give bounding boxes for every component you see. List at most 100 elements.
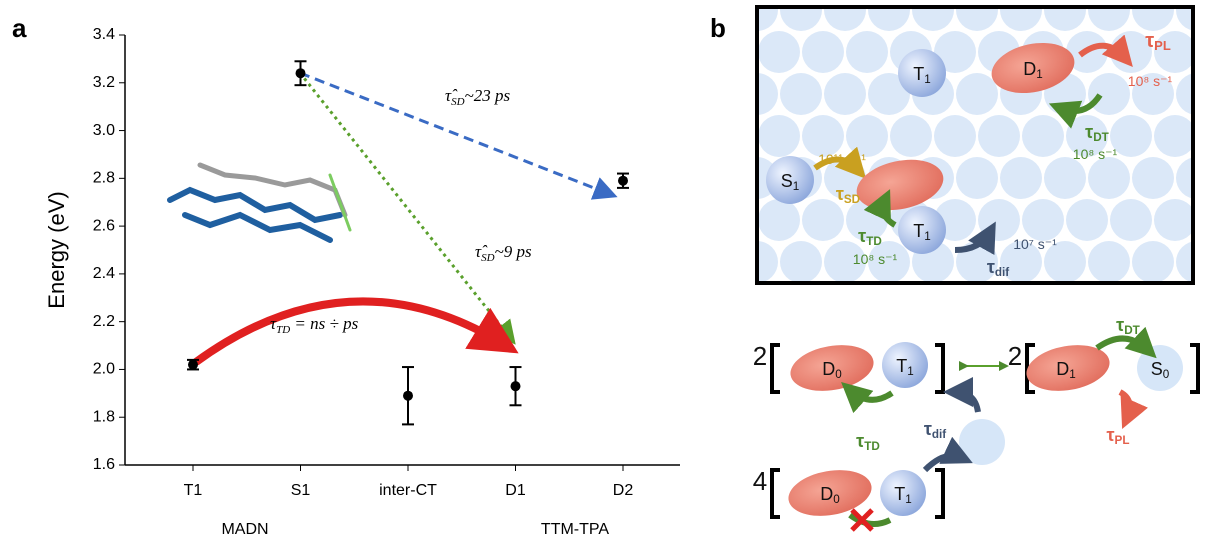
label-sub: dif <box>995 266 1009 279</box>
arrow-sd-d2 <box>300 73 612 195</box>
label-main: 10⁸ s⁻¹ <box>853 251 898 267</box>
lattice-site <box>1000 157 1042 199</box>
group-label: TTM-TPA <box>541 521 609 538</box>
label-sub: 0 <box>835 368 842 381</box>
diagram-label: 10⁸ s⁻¹ <box>1073 146 1118 162</box>
lattice-site <box>1022 199 1064 241</box>
lattice-site <box>978 115 1020 157</box>
lattice-site <box>758 199 800 241</box>
label-main: τ <box>856 431 864 451</box>
label-sub: 1 <box>1036 68 1043 81</box>
lattice-site <box>1198 31 1210 73</box>
annotation-text: ~9 ps <box>495 242 532 261</box>
lattice-site <box>956 73 998 115</box>
label-main: 10¹¹ s⁻¹ <box>818 151 866 167</box>
label-main: T <box>913 221 924 241</box>
label-sub: 1 <box>907 365 914 378</box>
label-main: τ <box>1107 425 1115 445</box>
label-sub: 1 <box>924 230 931 243</box>
lattice-site <box>1066 199 1108 241</box>
y-tick-label: 3.0 <box>93 122 115 139</box>
x-tick-label: D2 <box>613 482 634 499</box>
lattice-site <box>1198 115 1210 157</box>
label-sub: PL <box>1115 434 1130 447</box>
label-main: τ <box>1116 315 1124 335</box>
lattice-site <box>780 241 822 283</box>
annotation-sub: TD <box>276 324 290 336</box>
label-main: T <box>894 484 905 504</box>
label-main: τ <box>924 419 932 439</box>
point <box>511 381 521 391</box>
lattice-site <box>934 115 976 157</box>
diagram-label: 2 <box>753 341 767 371</box>
y-tick-label: 2.8 <box>93 170 115 187</box>
label-main: 10⁷ s⁻¹ <box>1013 236 1057 252</box>
label-main: S <box>1151 359 1163 379</box>
lattice-site <box>1132 241 1174 283</box>
label-sub: 1 <box>793 180 800 193</box>
lattice-site <box>1154 115 1196 157</box>
y-tick-label: 2.2 <box>93 313 115 330</box>
diagram-label: τPL <box>1107 425 1130 447</box>
lattice-site <box>1088 157 1130 199</box>
label-main: 10⁸ s⁻¹ <box>1128 73 1173 89</box>
annotation: τ̂SD~23 ps <box>445 86 510 108</box>
diagram-label: 2 <box>1008 341 1022 371</box>
label-sub: dif <box>932 428 946 441</box>
label-main: τ <box>1145 30 1154 52</box>
lattice-site <box>1088 73 1130 115</box>
label-main: τ <box>987 257 995 277</box>
label-main: T <box>913 64 924 84</box>
lattice-site <box>1198 199 1210 241</box>
panel-label: a <box>12 13 27 43</box>
diagram-label: 10⁷ s⁻¹ <box>1013 236 1057 252</box>
diagram-label: 10¹¹ s⁻¹ <box>818 151 866 167</box>
lattice-site <box>846 31 888 73</box>
annotation-text: ~23 ps <box>465 86 511 105</box>
label-main: 2 <box>753 341 767 371</box>
y-tick-label: 1.6 <box>93 456 115 473</box>
figure: a b Energy (eV) MADN TTM-TPA 1.61.82.02.… <box>0 0 1210 542</box>
diagram-label: 10⁸ s⁻¹ <box>1128 73 1173 89</box>
diagram-label: τDT <box>1116 315 1140 337</box>
lattice-site <box>758 31 800 73</box>
label-main: D <box>822 359 835 379</box>
panel-label: b <box>710 13 726 43</box>
label-main: D <box>820 484 833 504</box>
label-sub: 0 <box>1163 368 1170 381</box>
label-main: S <box>781 171 793 191</box>
lattice-site <box>978 199 1020 241</box>
lattice-site <box>1088 241 1130 283</box>
y-tick-label: 3.4 <box>93 26 115 43</box>
label-main: τ <box>1085 122 1093 142</box>
label-main: D <box>1056 359 1069 379</box>
label-sub: TD <box>864 440 880 453</box>
label-sub: PL <box>1154 38 1171 53</box>
point <box>403 391 413 401</box>
y-tick-label: 2.0 <box>93 361 115 378</box>
y-tick-label: 2.4 <box>93 265 115 282</box>
label-main: τ <box>858 226 866 246</box>
lattice-site <box>890 115 932 157</box>
y-axis-label: Energy (eV) <box>44 191 69 308</box>
diagram-label: τTD <box>856 431 880 453</box>
lattice-site <box>824 73 866 115</box>
lattice-site <box>1044 157 1086 199</box>
point <box>188 360 198 370</box>
lattice-site <box>802 199 844 241</box>
label-sub: 0 <box>833 493 840 506</box>
label-main: τ <box>836 184 844 204</box>
x-tick-label: D1 <box>505 482 526 499</box>
label-sub: SD <box>844 193 860 206</box>
label-sub: 1 <box>905 493 912 506</box>
diagram-label: 4 <box>753 466 767 496</box>
lattice-site <box>1022 115 1064 157</box>
diagram-label: 10⁸ s⁻¹ <box>853 251 898 267</box>
label-main: T <box>896 356 907 376</box>
y-tick-label: 2.6 <box>93 217 115 234</box>
label-main: 4 <box>753 466 767 496</box>
lattice-site <box>1110 199 1152 241</box>
diagram-label: τdif <box>924 419 946 441</box>
lattice-site <box>780 73 822 115</box>
x-tick-label: S1 <box>291 482 311 499</box>
